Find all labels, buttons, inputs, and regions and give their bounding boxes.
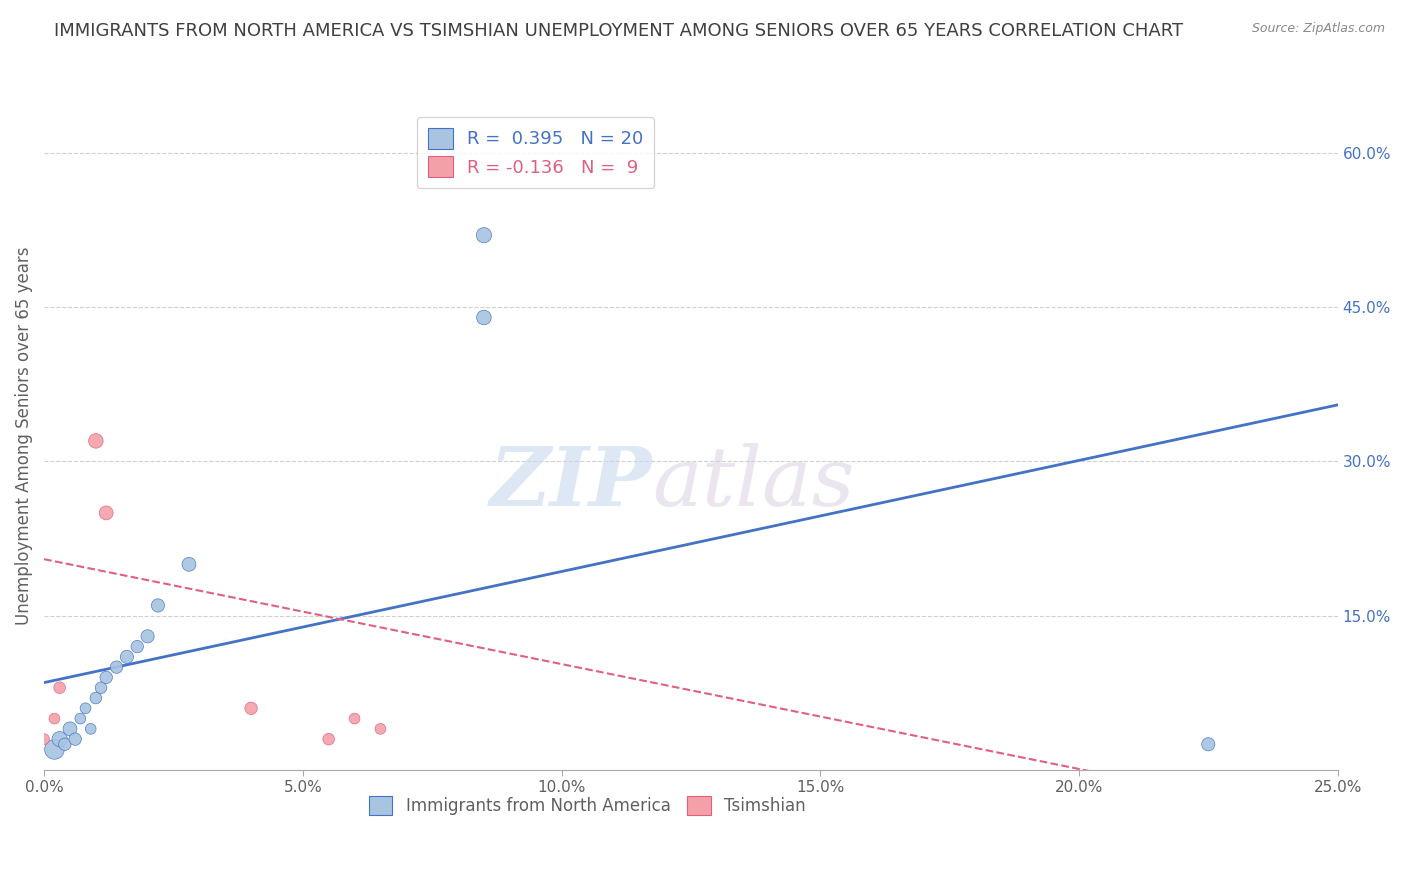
- Point: [472, 310, 495, 325]
- Legend: Immigrants from North America, Tsimshian: Immigrants from North America, Tsimshian: [363, 789, 813, 822]
- Point: [32, 732, 55, 747]
- Point: [59, 722, 82, 736]
- Point: [79, 722, 101, 736]
- Y-axis label: Unemployment Among Seniors over 65 years: Unemployment Among Seniors over 65 years: [15, 246, 32, 625]
- Point: [44, 742, 66, 756]
- Point: [177, 558, 200, 572]
- Text: atlas: atlas: [652, 442, 855, 523]
- Point: [90, 681, 112, 695]
- Point: [146, 599, 169, 613]
- Point: [96, 506, 118, 520]
- Point: [84, 691, 107, 706]
- Point: [115, 649, 138, 664]
- Point: [127, 640, 149, 654]
- Point: [44, 712, 66, 726]
- Point: [75, 701, 97, 715]
- Point: [240, 701, 263, 715]
- Point: [136, 629, 159, 643]
- Point: [48, 681, 70, 695]
- Point: [63, 732, 86, 747]
- Point: [370, 722, 392, 736]
- Point: [96, 670, 118, 684]
- Text: IMMIGRANTS FROM NORTH AMERICA VS TSIMSHIAN UNEMPLOYMENT AMONG SENIORS OVER 65 YE: IMMIGRANTS FROM NORTH AMERICA VS TSIMSHI…: [53, 22, 1184, 40]
- Point: [69, 712, 91, 726]
- Point: [1197, 737, 1219, 751]
- Point: [318, 732, 340, 747]
- Point: [343, 712, 366, 726]
- Point: [48, 732, 70, 747]
- Point: [472, 228, 495, 243]
- Text: ZIP: ZIP: [489, 442, 652, 523]
- Point: [105, 660, 128, 674]
- Text: Source: ZipAtlas.com: Source: ZipAtlas.com: [1251, 22, 1385, 36]
- Point: [84, 434, 107, 448]
- Point: [53, 737, 76, 751]
